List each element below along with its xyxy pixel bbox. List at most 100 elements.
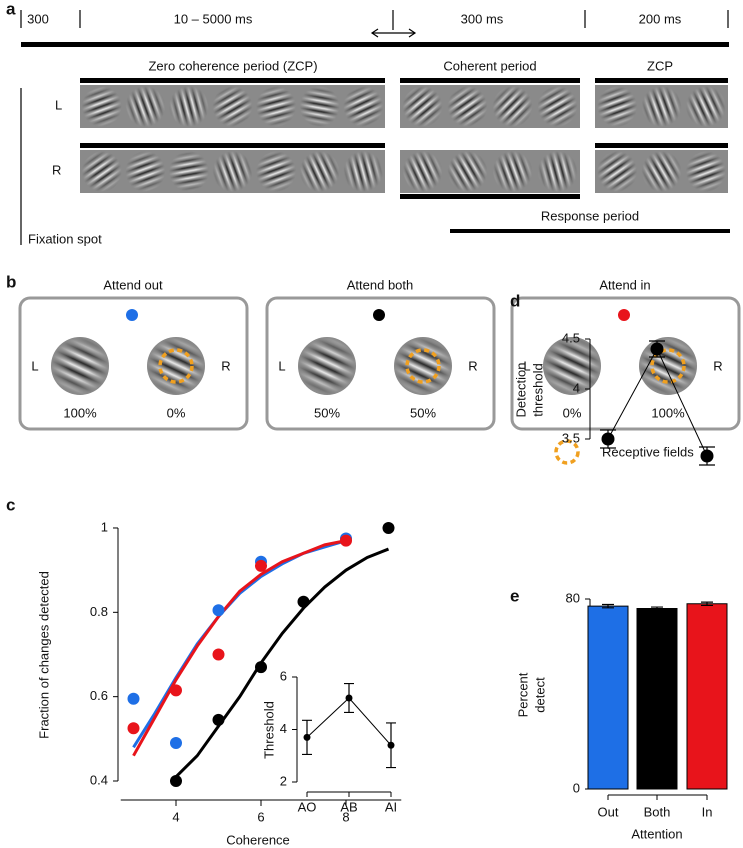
gabor bbox=[125, 86, 166, 127]
gabor bbox=[641, 86, 682, 127]
fixation-label: Fixation spot bbox=[28, 231, 102, 246]
data-point bbox=[650, 342, 664, 356]
y-axis-label: threshold bbox=[530, 363, 545, 416]
gabor bbox=[299, 151, 340, 192]
data-point bbox=[255, 559, 267, 572]
data-point bbox=[382, 521, 395, 534]
grating bbox=[147, 337, 205, 395]
data-point bbox=[212, 648, 225, 661]
grating bbox=[543, 337, 601, 395]
eye-label: L bbox=[55, 97, 62, 112]
error-bar bbox=[701, 601, 713, 607]
bar bbox=[587, 605, 629, 790]
gabor bbox=[597, 151, 638, 192]
gabor bbox=[256, 86, 297, 127]
y-axis-label: Fraction of changes detected bbox=[36, 571, 51, 739]
legend-label: Receptive fields bbox=[602, 444, 694, 459]
percent-label: 0% bbox=[167, 405, 186, 420]
data-point bbox=[601, 432, 615, 446]
side-label: R bbox=[468, 358, 477, 373]
gabor bbox=[537, 151, 578, 192]
data-point bbox=[387, 741, 395, 749]
side-label: L bbox=[31, 358, 38, 373]
panel-label: e bbox=[510, 586, 519, 605]
gabor bbox=[447, 86, 488, 127]
y-tick-label: 80 bbox=[566, 590, 580, 605]
condition-box bbox=[265, 296, 496, 431]
gabor bbox=[212, 86, 253, 127]
condition-title: Attend both bbox=[347, 277, 414, 292]
gabor bbox=[447, 151, 488, 192]
data-point bbox=[127, 692, 140, 705]
gabor bbox=[81, 86, 122, 127]
bar bbox=[636, 608, 678, 790]
x-tick-label: 6 bbox=[257, 809, 264, 824]
grating bbox=[51, 337, 109, 395]
condition-box bbox=[18, 296, 249, 431]
x-tick-label: 8 bbox=[342, 809, 349, 824]
x-axis-label: Attention bbox=[631, 826, 682, 841]
eye-label: R bbox=[52, 162, 61, 177]
fit-curve bbox=[174, 547, 390, 778]
attention-dot bbox=[373, 309, 385, 321]
period-label: Zero coherence period (ZCP) bbox=[148, 58, 317, 73]
percent-label: 50% bbox=[314, 405, 340, 420]
period-label: Coherent period bbox=[443, 58, 536, 73]
side-label: R bbox=[713, 358, 722, 373]
data-point bbox=[303, 733, 311, 741]
data-point bbox=[340, 534, 352, 547]
data-point bbox=[255, 661, 267, 674]
response-label: Response period bbox=[541, 208, 639, 223]
condition-title: Attend out bbox=[103, 277, 163, 292]
y-tick-label: 3.5 bbox=[562, 430, 580, 445]
y-axis-label: Percent bbox=[515, 672, 530, 717]
percent-label: 100% bbox=[63, 405, 97, 420]
gabor bbox=[256, 151, 297, 192]
y-tick-label: 0 bbox=[573, 780, 580, 795]
data-point bbox=[170, 737, 182, 750]
y-tick-label: 2 bbox=[280, 773, 287, 788]
y-axis-label: Detection bbox=[513, 363, 528, 418]
x-tick-label: AI bbox=[385, 799, 397, 814]
duration-label: 10 – 5000 ms bbox=[174, 11, 253, 26]
panel-label: a bbox=[6, 0, 16, 18]
side-label: R bbox=[221, 358, 230, 373]
gabor bbox=[402, 86, 443, 127]
grating bbox=[298, 337, 356, 395]
x-tick-label: Both bbox=[644, 804, 671, 819]
period-bars bbox=[80, 78, 730, 233]
y-axis-label: Threshold bbox=[261, 701, 276, 759]
receptive-field bbox=[158, 348, 194, 384]
y-tick-label: 0.6 bbox=[90, 688, 108, 703]
rf-legend-icon bbox=[554, 439, 580, 465]
side-label: L bbox=[523, 358, 530, 373]
y-tick-label: 1 bbox=[101, 519, 108, 534]
gabor bbox=[492, 151, 533, 192]
condition-box bbox=[510, 296, 741, 431]
x-tick-label: Out bbox=[598, 804, 619, 819]
receptive-field bbox=[405, 348, 441, 384]
percent-label: 0% bbox=[563, 405, 582, 420]
gabor bbox=[81, 151, 122, 192]
receptive-field bbox=[650, 348, 686, 384]
timeline-bar bbox=[21, 42, 729, 47]
gabor-rows bbox=[80, 85, 728, 193]
y-tick-label: 4 bbox=[573, 380, 580, 395]
charts: c 0.4 0.6 0.8 1 4 6 8 Coherence Fraction of chang… bbox=[6, 291, 728, 847]
gabor bbox=[641, 151, 682, 192]
panel-label: c bbox=[6, 495, 15, 514]
x-tick-label: In bbox=[702, 804, 713, 819]
gabor bbox=[685, 86, 726, 127]
x-tick-label: AO bbox=[298, 799, 317, 814]
gabor bbox=[168, 86, 209, 127]
gabor bbox=[402, 151, 443, 192]
percent-label: 50% bbox=[410, 405, 436, 420]
y-tick-label: 4 bbox=[280, 721, 287, 736]
data-point bbox=[700, 449, 714, 463]
fit-curve bbox=[132, 539, 347, 749]
data-point bbox=[127, 722, 140, 735]
data-point bbox=[170, 684, 182, 697]
y-axis-label: detect bbox=[532, 677, 547, 713]
y-tick-label: 0.4 bbox=[90, 772, 108, 787]
gabor bbox=[343, 86, 384, 127]
